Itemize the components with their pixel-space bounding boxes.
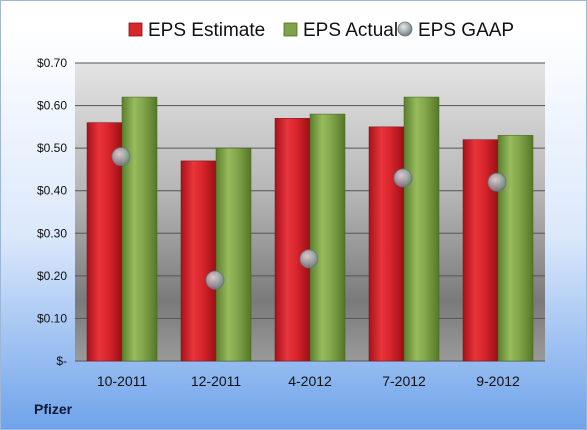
y-tick-label: $0.30 xyxy=(37,226,67,240)
legend-swatch xyxy=(397,21,413,37)
legend-swatch xyxy=(128,22,143,37)
x-category-label: 4-2012 xyxy=(288,373,332,389)
marker-eps-gaap xyxy=(393,168,413,188)
marker-eps-gaap xyxy=(205,270,225,290)
x-category-label: 9-2012 xyxy=(476,373,520,389)
y-tick-label: $0.50 xyxy=(37,141,67,155)
bar-eps-estimate xyxy=(368,126,405,362)
legend-label: EPS Actual xyxy=(303,20,398,41)
legend-label: EPS Estimate xyxy=(148,20,265,41)
y-tick-label: $0.70 xyxy=(37,56,67,70)
marker-eps-gaap xyxy=(299,249,319,269)
legend-label: EPS GAAP xyxy=(418,20,514,41)
bar-eps-estimate xyxy=(462,139,499,362)
x-category-label: 7-2012 xyxy=(382,373,426,389)
y-tick-label: $0.60 xyxy=(37,99,67,113)
bar-eps-actual xyxy=(309,113,346,362)
bar-eps-actual xyxy=(121,96,158,362)
bar-eps-actual xyxy=(497,135,534,362)
bar-eps-actual xyxy=(215,147,252,362)
bar-eps-estimate xyxy=(274,118,311,362)
y-tick-label: $0.20 xyxy=(37,269,67,283)
y-tick-label: $- xyxy=(56,354,67,368)
bar-eps-estimate xyxy=(180,160,217,362)
y-tick-label: $0.10 xyxy=(37,311,67,325)
company-label: Pfizer xyxy=(34,401,73,417)
y-tick-label: $0.40 xyxy=(37,184,67,198)
x-category-label: 12-2011 xyxy=(191,373,242,389)
x-category-label: 10-2011 xyxy=(97,373,148,389)
marker-eps-gaap xyxy=(111,147,131,167)
bar-eps-actual xyxy=(403,96,440,362)
marker-eps-gaap xyxy=(487,172,507,192)
legend-swatch xyxy=(283,22,298,37)
